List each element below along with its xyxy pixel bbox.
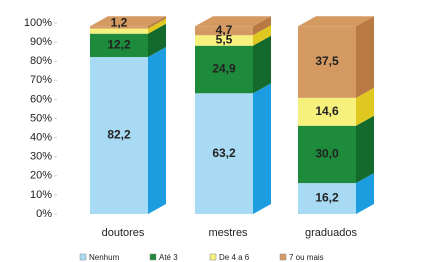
bar <box>90 33 148 57</box>
legend-label: Até 3 <box>159 253 178 262</box>
bar-top <box>298 16 374 27</box>
bar <box>195 35 253 46</box>
x-tick-label: mestres <box>208 227 248 239</box>
y-tick-label: 90% <box>30 36 52 48</box>
value-label: 30,0 <box>315 147 339 161</box>
bar <box>195 26 253 36</box>
value-label: 16,2 <box>315 191 339 205</box>
bar <box>298 97 356 126</box>
y-tick-label: 80% <box>30 55 52 67</box>
legend-label: 7 ou mais <box>289 253 324 262</box>
bar <box>298 125 356 184</box>
bar-side <box>148 23 166 57</box>
value-label: 5,5 <box>216 33 233 47</box>
value-label: 37,5 <box>315 54 339 68</box>
bar-side <box>253 16 271 36</box>
y-tick-label: 50% <box>30 112 52 124</box>
y-tick-label: 100% <box>24 17 52 29</box>
bar <box>298 26 356 98</box>
bar-top <box>195 16 271 27</box>
value-label: 14,6 <box>315 104 339 118</box>
legend-label: De 4 a 6 <box>219 253 250 262</box>
x-tick-label: graduados <box>305 227 357 239</box>
value-label: 63,2 <box>212 146 236 160</box>
value-label: 4,7 <box>216 23 233 37</box>
bar-side <box>356 115 374 184</box>
y-tick-label: 0% <box>36 208 52 220</box>
bar-top <box>90 16 166 27</box>
y-tick-label: 10% <box>30 189 52 201</box>
legend-label: Nenhum <box>89 253 120 262</box>
bar-side <box>356 16 374 98</box>
bar <box>195 45 253 94</box>
value-label: 24,9 <box>212 62 236 76</box>
y-tick-label: 70% <box>30 74 52 86</box>
value-label: 82,2 <box>107 128 131 142</box>
legend-swatch <box>79 253 87 261</box>
y-tick-label: 60% <box>30 93 52 105</box>
bar-side <box>356 173 374 214</box>
bar-side <box>148 16 166 29</box>
bar <box>90 26 148 29</box>
bar <box>90 28 148 34</box>
bar <box>298 183 356 214</box>
legend-swatch <box>209 253 217 261</box>
bar <box>195 93 253 214</box>
y-tick-label: 30% <box>30 151 52 163</box>
legend-swatch <box>149 253 157 261</box>
bar-side <box>148 18 166 34</box>
bar-side <box>253 25 271 46</box>
value-label: 12,2 <box>107 38 131 52</box>
bar-side <box>356 87 374 126</box>
bar-side <box>253 35 271 94</box>
y-tick-label: 20% <box>30 170 52 182</box>
bar-side <box>148 46 166 214</box>
x-tick-label: doutores <box>102 227 145 239</box>
bar <box>90 56 148 214</box>
value-label: 1,2 <box>111 16 128 30</box>
legend-swatch <box>279 253 287 261</box>
bar-side <box>253 83 271 215</box>
y-tick-label: 40% <box>30 132 52 144</box>
